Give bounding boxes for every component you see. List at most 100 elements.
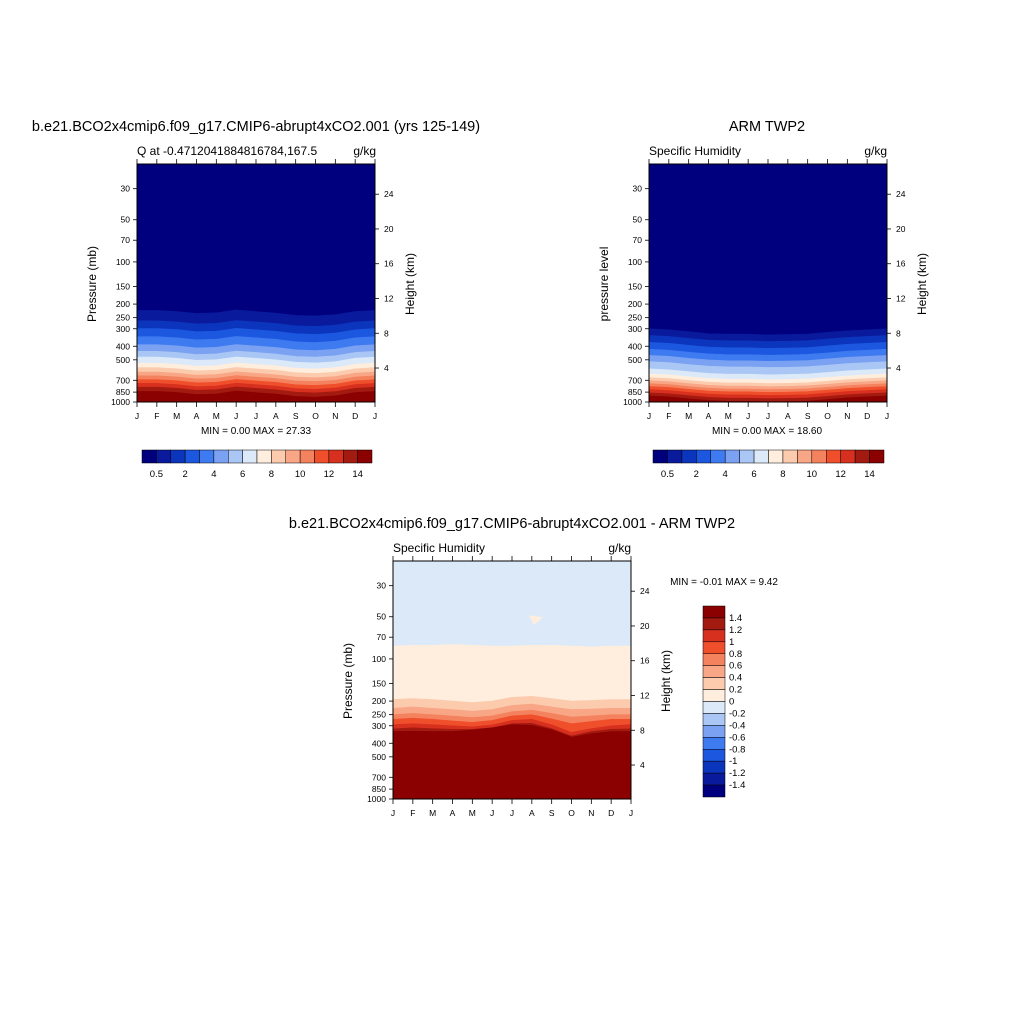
y-tick-label: 50 <box>121 215 131 225</box>
y2-tick-label: 16 <box>896 259 906 269</box>
x-tick-label: M <box>173 411 180 421</box>
y-tick-label: 100 <box>116 257 130 267</box>
panel-diff: b.e21.BCO2x4cmip6.f09_g17.CMIP6-abrupt4x… <box>289 516 778 818</box>
colorbar-label: 0 <box>729 697 734 708</box>
y-tick-label: 100 <box>628 257 642 267</box>
y2-tick-label: 20 <box>384 224 394 234</box>
panel-title: b.e21.BCO2x4cmip6.f09_g17.CMIP6-abrupt4x… <box>32 119 480 135</box>
y-tick-label: 500 <box>372 752 386 762</box>
colorbar-swatch <box>702 784 726 798</box>
panel-left-subtitle: Q at -0.4712041884816784,167.5 <box>137 144 317 158</box>
y-tick-label: 500 <box>628 355 642 365</box>
x-tick-label: M <box>685 411 692 421</box>
y2-tick-label: 16 <box>384 259 394 269</box>
panel-model: b.e21.BCO2x4cmip6.f09_g17.CMIP6-abrupt4x… <box>32 119 480 480</box>
colorbar-swatch <box>702 737 726 750</box>
y-tick-label: 300 <box>628 324 642 334</box>
x-tick-label: O <box>312 411 319 421</box>
colorbar-swatch <box>797 449 813 464</box>
panel-left-subtitle: Specific Humidity <box>649 144 741 158</box>
colorbar-label: 12 <box>324 469 335 480</box>
y-tick-label: 300 <box>116 324 130 334</box>
y2-tick-label: 8 <box>384 328 389 338</box>
colorbar-label: 10 <box>295 469 306 480</box>
colorbar-label: -1.4 <box>729 780 745 791</box>
colorbar-swatch <box>285 449 301 464</box>
colorbar-swatch <box>702 772 726 786</box>
y-tick-label: 400 <box>116 341 130 351</box>
panel-left-subtitle: Specific Humidity <box>393 541 485 555</box>
panel-right-subtitle: g/kg <box>608 541 631 555</box>
x-tick-label: A <box>450 808 456 818</box>
y-tick-label: 50 <box>377 612 387 622</box>
colorbar-label: 14 <box>352 469 363 480</box>
colorbar-swatch <box>710 449 726 464</box>
y-tick-label: 250 <box>372 710 386 720</box>
y2-axis-label: Height (km) <box>403 253 417 315</box>
x-tick-label: F <box>666 411 671 421</box>
x-tick-label: J <box>254 411 258 421</box>
colorbar-label: -1 <box>729 756 737 767</box>
colorbar-swatch <box>213 449 229 464</box>
x-tick-label: J <box>629 808 633 818</box>
colorbar-swatch <box>681 449 697 464</box>
panel-title: b.e21.BCO2x4cmip6.f09_g17.CMIP6-abrupt4x… <box>289 516 735 532</box>
colorbar-swatch <box>667 449 683 464</box>
colorbar-label: 4 <box>723 469 728 480</box>
colorbar-swatch <box>702 677 726 690</box>
x-tick-label: J <box>510 808 514 818</box>
x-tick-label: F <box>154 411 159 421</box>
y2-tick-label: 16 <box>640 656 650 666</box>
y-tick-label: 400 <box>628 341 642 351</box>
y2-tick-label: 12 <box>896 293 906 303</box>
y2-tick-label: 20 <box>896 224 906 234</box>
x-tick-label: N <box>844 411 850 421</box>
y-tick-label: 30 <box>121 184 131 194</box>
x-tick-label: D <box>608 808 614 818</box>
colorbar-swatch <box>854 449 870 464</box>
contour-band <box>137 390 375 402</box>
y2-tick-label: 4 <box>896 363 901 373</box>
x-tick-label: O <box>824 411 831 421</box>
y2-tick-label: 20 <box>640 621 650 631</box>
x-tick-label: A <box>194 411 200 421</box>
x-tick-label: J <box>135 411 139 421</box>
x-tick-label: A <box>785 411 791 421</box>
x-tick-label: S <box>549 808 555 818</box>
y-tick-label: 70 <box>121 235 131 245</box>
colorbar-label: 2 <box>694 469 699 480</box>
colorbar-label: 8 <box>780 469 785 480</box>
colorbar-swatch <box>840 449 856 464</box>
colorbar-swatch <box>702 725 726 738</box>
colorbar: 0.5 2 4 6 8 10 12 14 <box>652 449 885 480</box>
stats-text: MIN = 0.00 MAX = 18.60 <box>712 426 822 437</box>
y-tick-label: 700 <box>372 772 386 782</box>
y2-tick-label: 24 <box>384 189 394 199</box>
colorbar-label: 2 <box>182 469 187 480</box>
y-tick-label: 70 <box>377 632 387 642</box>
y-tick-label: 200 <box>372 696 386 706</box>
colorbar-swatch <box>702 749 726 762</box>
y2-axis-label: Height (km) <box>659 650 673 712</box>
x-tick-label: J <box>766 411 770 421</box>
x-tick-label: S <box>293 411 299 421</box>
colorbar-swatch <box>724 449 740 464</box>
y-tick-label: 300 <box>372 721 386 731</box>
y2-tick-label: 4 <box>384 363 389 373</box>
colorbar-swatch <box>702 617 726 631</box>
colorbar: 1.41.210.80.60.40.20-0.2-0.4-0.6-0.8-1-1… <box>702 605 745 798</box>
colorbar-label: 0.4 <box>729 673 742 684</box>
y-tick-label: 70 <box>633 235 643 245</box>
colorbar-swatch <box>242 449 258 464</box>
panel-right-subtitle: g/kg <box>864 144 887 158</box>
x-tick-label: M <box>469 808 476 818</box>
colorbar-swatch <box>702 605 726 619</box>
y-tick-label: 200 <box>628 299 642 309</box>
contour-fills <box>137 164 375 402</box>
x-tick-label: J <box>885 411 889 421</box>
y-tick-label: 500 <box>116 355 130 365</box>
colorbar-swatch <box>702 701 726 714</box>
